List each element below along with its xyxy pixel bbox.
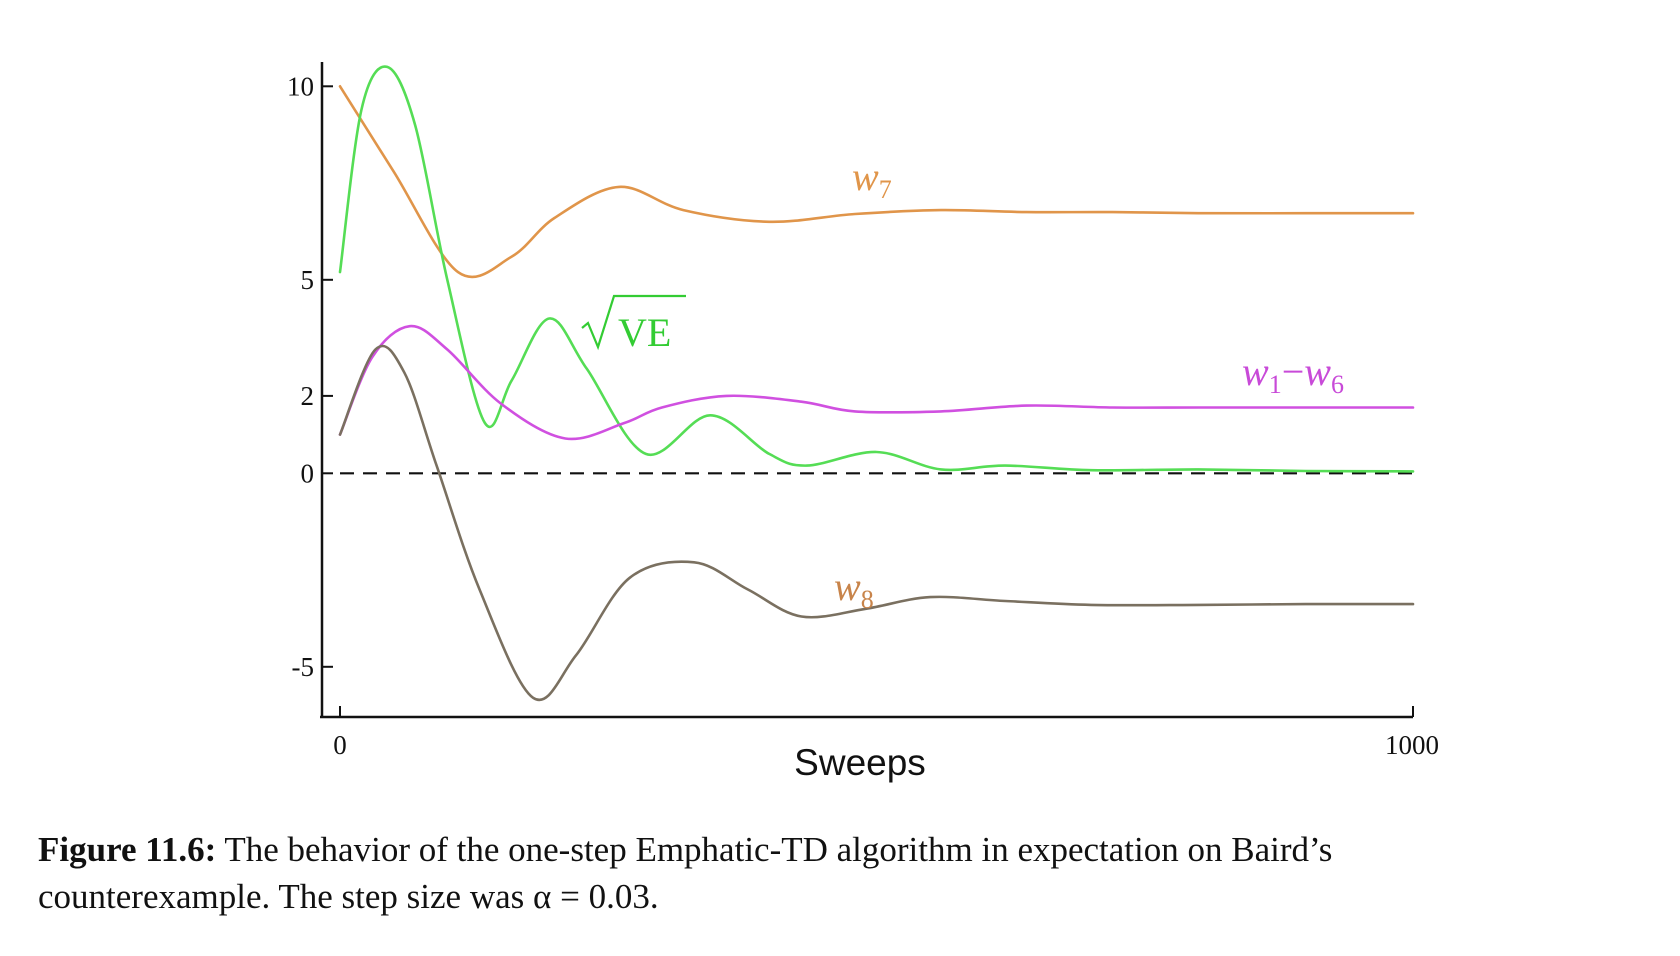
series-line-sqrt-ve (338, 65, 1415, 473)
series-line-w8 (338, 344, 1415, 702)
caption-line-2: counterexample. The step size was α = 0.… (38, 877, 659, 916)
series-layer (338, 65, 1415, 702)
series-label-sqrt-ve: VE (581, 294, 686, 355)
series-label-w8: w8 (834, 564, 874, 614)
x-axis-label: Sweeps (794, 742, 926, 783)
series-label-w7: w7 (852, 154, 892, 204)
y-tick-label: 5 (301, 265, 315, 295)
caption-line-1: The behavior of the one-step Emphatic-TD… (224, 830, 1333, 869)
svg-text:VE: VE (618, 310, 671, 355)
series-line-w7 (338, 85, 1415, 279)
y-tick-label: 2 (301, 381, 315, 411)
ticks-layer: 10 5 2 0 -5 0 1000 (287, 71, 1439, 760)
x-tick-label: 0 (333, 730, 347, 760)
series-line-w1-w6 (338, 324, 1415, 441)
y-tick-label: 0 (301, 458, 315, 488)
x-tick-label: 1000 (1385, 730, 1439, 760)
y-tick-label: 10 (287, 71, 314, 101)
series-labels-layer: w7 VE w1−w6 w8 (581, 154, 1344, 614)
sqrt-sign-icon (581, 294, 686, 351)
caption-lead: Figure 11.6: (38, 830, 217, 869)
y-tick-label: -5 (292, 652, 315, 682)
chart: 10 5 2 0 -5 0 1000 Sweeps w7 VE w1−w6 w8 (287, 62, 1439, 783)
series-label-w1-w6: w1−w6 (1242, 349, 1344, 399)
figure-caption: Figure 11.6: The behavior of the one-ste… (38, 826, 1658, 920)
axes-layer (320, 62, 1413, 719)
